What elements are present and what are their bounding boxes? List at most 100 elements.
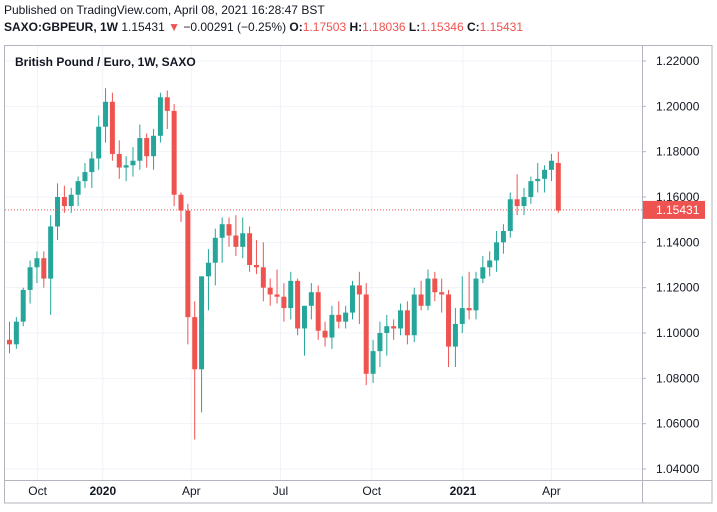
candle[interactable] (452, 308, 458, 367)
candle[interactable] (192, 301, 198, 440)
candle-series[interactable] (7, 88, 561, 440)
candle[interactable] (446, 289, 452, 367)
candle-body (103, 101, 109, 127)
candle[interactable] (61, 185, 67, 213)
candle[interactable] (418, 280, 424, 311)
candle[interactable] (34, 251, 40, 284)
candle[interactable] (432, 271, 438, 302)
candle[interactable] (288, 271, 294, 320)
candle[interactable] (75, 176, 81, 207)
candle[interactable] (212, 228, 218, 286)
candle[interactable] (356, 271, 362, 324)
candle[interactable] (253, 240, 259, 275)
candle[interactable] (336, 301, 342, 329)
candle[interactable] (185, 203, 191, 345)
candle[interactable] (301, 305, 307, 356)
candle[interactable] (514, 174, 520, 216)
candle-body (288, 280, 294, 309)
candle-body (247, 233, 253, 265)
candle[interactable] (267, 278, 273, 306)
candle[interactable] (41, 251, 47, 288)
candle[interactable] (20, 287, 26, 327)
candle[interactable] (555, 151, 561, 213)
candle[interactable] (315, 285, 321, 340)
candle[interactable] (528, 176, 534, 204)
candle[interactable] (350, 280, 355, 320)
candle[interactable] (473, 271, 479, 320)
candle[interactable] (500, 224, 506, 254)
candle[interactable] (13, 317, 19, 349)
candle[interactable] (439, 278, 445, 313)
candle-body (418, 294, 424, 306)
candle[interactable] (274, 269, 280, 304)
candle[interactable] (542, 165, 548, 193)
candle[interactable] (240, 217, 246, 259)
candle[interactable] (144, 133, 150, 168)
candle[interactable] (398, 303, 404, 336)
candle[interactable] (494, 231, 500, 272)
candle[interactable] (89, 151, 95, 188)
time-axis[interactable]: Oct 2020 Apr Jul Oct 2021 Apr (28, 484, 560, 498)
candle[interactable] (27, 260, 33, 304)
candle-body (109, 101, 115, 154)
candle-body (55, 197, 61, 227)
candle[interactable] (96, 115, 102, 170)
candle[interactable] (199, 276, 205, 413)
candle[interactable] (130, 147, 136, 177)
candle[interactable] (370, 339, 376, 383)
candle[interactable] (425, 269, 431, 311)
candle[interactable] (548, 153, 554, 182)
candle[interactable] (137, 124, 143, 170)
candle[interactable] (535, 163, 541, 193)
candle[interactable] (68, 187, 74, 213)
candle[interactable] (55, 183, 61, 241)
candle[interactable] (116, 140, 122, 179)
price-tick-label: 1.06000 (656, 417, 700, 431)
candle[interactable] (178, 192, 184, 222)
candle[interactable] (82, 163, 88, 188)
candle[interactable] (233, 215, 239, 256)
candle[interactable] (466, 271, 472, 320)
candle[interactable] (123, 156, 129, 182)
candle[interactable] (329, 305, 335, 349)
candle[interactable] (164, 90, 170, 129)
candle[interactable] (295, 278, 301, 336)
candle[interactable] (507, 192, 513, 238)
candle[interactable] (103, 88, 109, 143)
candle[interactable] (363, 283, 369, 386)
candle[interactable] (260, 242, 266, 302)
candle[interactable] (322, 321, 328, 347)
candle-body (171, 110, 177, 195)
price-axis[interactable]: 1.22000 1.20000 1.18000 1.16000 1.14000 1.120… (642, 54, 700, 476)
candle[interactable] (487, 251, 493, 277)
price-tick-label: 1.18000 (656, 145, 700, 159)
candle[interactable] (521, 187, 527, 216)
candle[interactable] (343, 305, 349, 329)
candle[interactable] (151, 129, 157, 170)
candle[interactable] (109, 92, 115, 161)
candle[interactable] (404, 301, 410, 345)
candle[interactable] (7, 321, 12, 354)
candle[interactable] (281, 283, 287, 322)
grid-lines (5, 46, 642, 480)
candle[interactable] (171, 104, 177, 207)
candle[interactable] (205, 249, 211, 311)
candle-body (34, 258, 40, 268)
candle[interactable] (308, 283, 314, 320)
candle[interactable] (377, 321, 383, 367)
last-price: 1.15431 (121, 20, 165, 34)
candle[interactable] (226, 217, 232, 247)
candle[interactable] (391, 319, 397, 340)
candle[interactable] (411, 287, 417, 343)
candle[interactable] (219, 217, 225, 263)
candle-body (260, 267, 266, 288)
candle[interactable] (459, 276, 465, 333)
time-tick-label: Oct (28, 484, 47, 498)
candle[interactable] (247, 226, 253, 272)
candle[interactable] (384, 314, 390, 356)
candle-body (41, 258, 47, 279)
candle[interactable] (157, 92, 163, 143)
candle[interactable] (48, 215, 54, 315)
candle[interactable] (480, 255, 486, 284)
